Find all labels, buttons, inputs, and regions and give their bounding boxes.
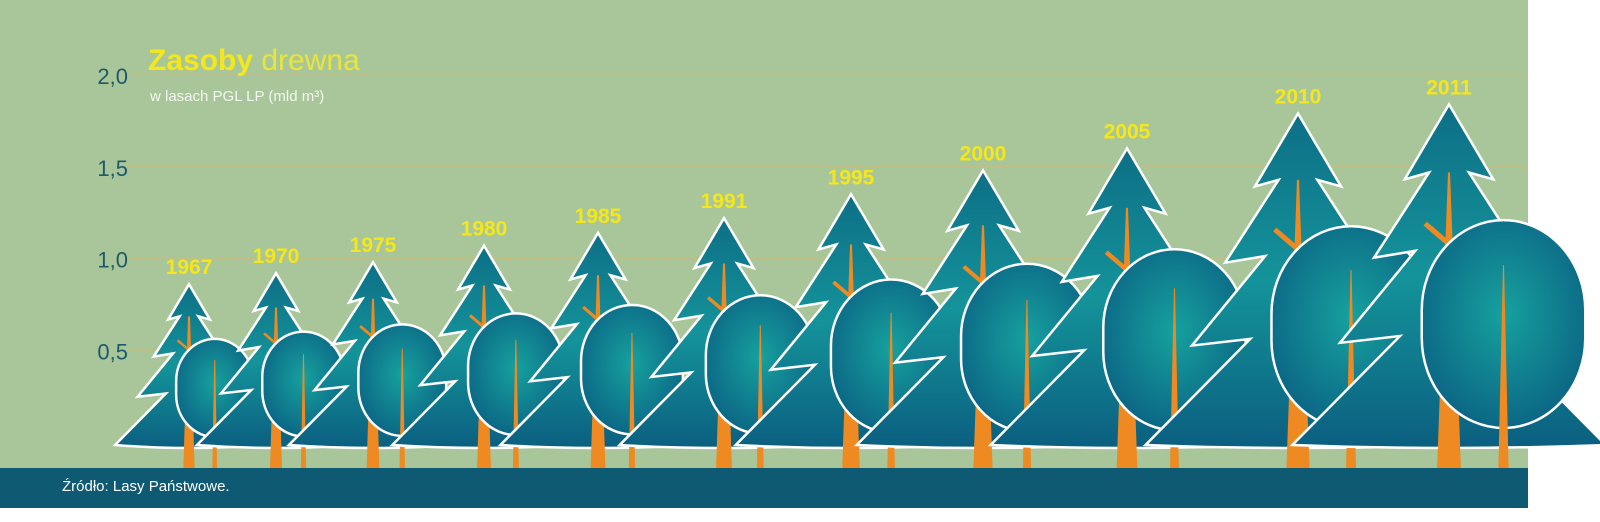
year-label: 2010 <box>1275 86 1322 109</box>
branch <box>176 339 190 352</box>
deciduous-trunk <box>1498 265 1509 468</box>
branch <box>263 332 277 345</box>
year-label: 1970 <box>253 245 300 268</box>
branch <box>582 305 600 322</box>
title-rest: drewna <box>261 44 360 77</box>
branch <box>359 325 374 339</box>
year-label: 2005 <box>1104 120 1151 143</box>
y-tick-label: 1,5 <box>97 156 128 181</box>
year-label: 1967 <box>166 256 213 279</box>
y-tick-label: 1,0 <box>97 248 128 273</box>
year-label: 1991 <box>701 190 748 213</box>
chart-subtitle: w lasach PGL LP (mld m³) <box>150 88 325 105</box>
footer-bar: Źródło: Lasy Państwowe. <box>0 468 1528 508</box>
source-note: Źródło: Lasy Państwowe. <box>62 478 230 495</box>
year-label: 1975 <box>350 234 397 257</box>
tree-mark-2011 <box>1289 101 1600 468</box>
y-tick-label: 0,5 <box>97 339 128 364</box>
branch <box>1423 221 1451 246</box>
year-label: 2011 <box>1426 76 1472 99</box>
chart-title: Zasoby drewna <box>148 44 360 78</box>
year-label: 1985 <box>575 205 622 228</box>
branch <box>1273 227 1300 252</box>
branch <box>962 264 985 285</box>
year-label: 1980 <box>461 218 508 241</box>
title-bold: Zasoby <box>148 44 254 77</box>
branch <box>1104 250 1129 272</box>
branch <box>469 314 485 329</box>
year-label: 2000 <box>960 142 1007 165</box>
year-label: 1995 <box>828 166 875 189</box>
branch <box>832 280 853 299</box>
y-tick-label: 2,0 <box>97 64 128 89</box>
branch <box>707 296 726 313</box>
